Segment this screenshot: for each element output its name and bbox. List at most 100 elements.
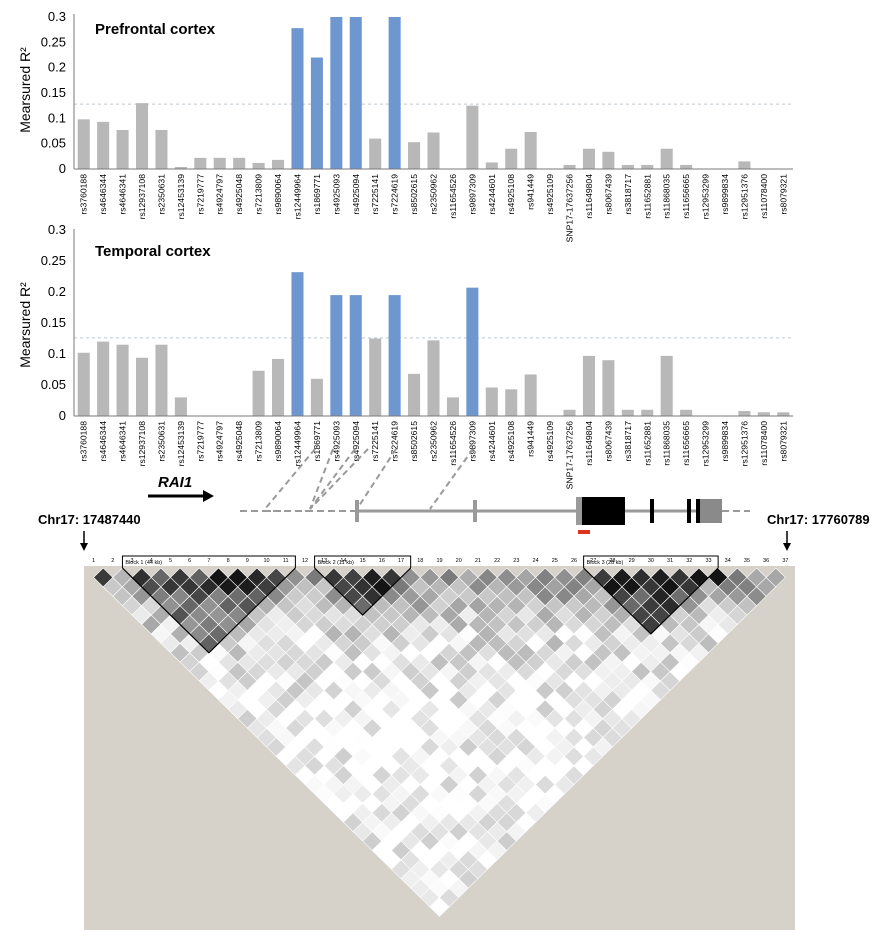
ld-marker-number: 21 bbox=[475, 558, 481, 564]
bar bbox=[427, 340, 440, 416]
bar-highlighted bbox=[291, 272, 304, 416]
ld-marker-number: 24 bbox=[533, 558, 539, 564]
ld-marker-number: 8 bbox=[227, 558, 230, 564]
x-tick-label: rs11656665 bbox=[681, 174, 691, 219]
bar bbox=[369, 338, 382, 416]
x-tick-label: rs11078400 bbox=[759, 421, 769, 466]
y-tick-label: 0.2 bbox=[48, 60, 66, 75]
x-tick-label: rs4646341 bbox=[118, 174, 128, 215]
x-tick-label: rs12951376 bbox=[739, 174, 749, 220]
ld-marker-number: 32 bbox=[686, 558, 692, 564]
bar bbox=[660, 148, 673, 169]
bar bbox=[505, 389, 518, 416]
temporal-y-ticks: 0 0.05 0.1 0.15 0.2 0.25 0.3 bbox=[41, 222, 66, 423]
bar bbox=[757, 412, 770, 416]
x-tick-label: rs4925108 bbox=[506, 421, 516, 462]
bar-highlighted bbox=[466, 287, 479, 416]
x-tick-label: rs4925108 bbox=[506, 174, 516, 215]
ld-block-bracket bbox=[121, 555, 296, 568]
bar bbox=[582, 148, 595, 169]
left-coordinate-label: Chr17: 17487440 bbox=[38, 512, 141, 527]
x-tick-label: rs4925109 bbox=[545, 421, 555, 462]
y-tick-label: 0.15 bbox=[41, 315, 66, 330]
ld-marker-number: 3 bbox=[131, 558, 134, 564]
prefrontal-bars bbox=[77, 17, 751, 169]
x-tick-label: rs2350962 bbox=[429, 174, 439, 215]
x-tick-label: rs11656665 bbox=[681, 421, 691, 466]
x-tick-label: rs7213809 bbox=[254, 421, 264, 462]
bar bbox=[602, 360, 615, 416]
exon-4 bbox=[650, 499, 654, 523]
x-tick-label: rs4244601 bbox=[487, 421, 497, 462]
x-tick-label: rs8067439 bbox=[603, 421, 613, 462]
bar bbox=[660, 355, 673, 416]
y-tick-label: 0.3 bbox=[48, 222, 66, 237]
y-tick-label: 0.15 bbox=[41, 85, 66, 100]
prefrontal-bar-chart: Prefrontal cortex Mearsured R² 00.050.10… bbox=[17, 9, 793, 242]
prefrontal-y-ticks: 0 0.05 0.1 0.15 0.2 0.25 0.3 bbox=[41, 9, 66, 176]
temporal-bars bbox=[77, 272, 790, 416]
gene-structure: RAI1 Chr17: 17487440 Chr17: 17760789 bbox=[38, 448, 870, 551]
bar-highlighted bbox=[330, 17, 343, 169]
right-coordinate-label: Chr17: 17760789 bbox=[767, 512, 870, 527]
snp-gene-link bbox=[309, 448, 369, 510]
x-tick-label: rs11652881 bbox=[642, 421, 652, 466]
x-tick-label: rs9897309 bbox=[467, 174, 477, 215]
bar-highlighted bbox=[388, 17, 401, 169]
ld-block-label: Block 3 (28 kb) bbox=[587, 560, 624, 566]
y-tick-label: 0.3 bbox=[48, 9, 66, 24]
bar-highlighted bbox=[388, 295, 401, 416]
bar bbox=[116, 344, 129, 416]
ld-marker-number: 6 bbox=[188, 558, 191, 564]
ld-block-bracket bbox=[583, 555, 719, 568]
x-tick-label: rs4244601 bbox=[487, 174, 497, 215]
snp-gene-link bbox=[309, 448, 356, 510]
x-tick-label: rs11649804 bbox=[584, 421, 594, 466]
ld-marker-number: 14 bbox=[340, 558, 346, 564]
bar bbox=[272, 358, 285, 416]
bar bbox=[485, 387, 498, 416]
x-tick-label: rs8067439 bbox=[603, 174, 613, 215]
x-tick-label: rs12453139 bbox=[176, 174, 186, 220]
snp-location-marker bbox=[578, 530, 590, 534]
ld-marker-number: 1 bbox=[92, 558, 95, 564]
ld-marker-number: 15 bbox=[360, 558, 366, 564]
y-tick-label: 0 bbox=[59, 408, 66, 423]
ld-marker-number: 10 bbox=[263, 558, 269, 564]
ld-marker-number: 17 bbox=[398, 558, 404, 564]
exon-2 bbox=[473, 500, 477, 522]
ld-marker-number: 16 bbox=[379, 558, 385, 564]
bar bbox=[135, 357, 149, 416]
x-tick-label: rs1869771 bbox=[312, 174, 322, 215]
ld-marker-number: 30 bbox=[648, 558, 654, 564]
x-tick-label: rs3760188 bbox=[79, 421, 89, 462]
x-tick-label: rs2350962 bbox=[429, 421, 439, 462]
snp-gene-link bbox=[429, 448, 474, 510]
ld-block-label: Block 1 (44 kb) bbox=[125, 560, 162, 566]
ld-marker-number: 35 bbox=[744, 558, 750, 564]
x-tick-label: rs8502615 bbox=[409, 174, 419, 215]
x-tick-label: rs4925048 bbox=[234, 174, 244, 215]
bar bbox=[310, 378, 323, 416]
x-tick-label: rs8502615 bbox=[409, 421, 419, 462]
ld-block-bracket bbox=[314, 555, 412, 568]
ld-marker-number: 27 bbox=[590, 558, 596, 564]
prefrontal-y-axis-label: Mearsured R² bbox=[17, 47, 33, 133]
x-tick-label: rs12453139 bbox=[176, 421, 186, 467]
gene-name: RAI1 bbox=[158, 474, 192, 491]
x-tick-label: rs7225141 bbox=[370, 421, 380, 462]
x-tick-label: rs8079321 bbox=[778, 421, 788, 462]
ld-marker-number: 22 bbox=[494, 558, 500, 564]
x-tick-label: rs4646344 bbox=[98, 421, 108, 462]
bar bbox=[621, 409, 634, 416]
y-tick-label: 0 bbox=[59, 161, 66, 176]
x-tick-label: rs4925093 bbox=[331, 174, 341, 215]
ld-marker-number: 12 bbox=[302, 558, 308, 564]
bar bbox=[213, 157, 226, 169]
bar bbox=[738, 161, 751, 169]
bar bbox=[427, 132, 440, 169]
exon-7-utr bbox=[700, 499, 722, 523]
bar bbox=[505, 148, 518, 169]
ld-block-label: Block 2 (11 kb) bbox=[318, 560, 354, 566]
